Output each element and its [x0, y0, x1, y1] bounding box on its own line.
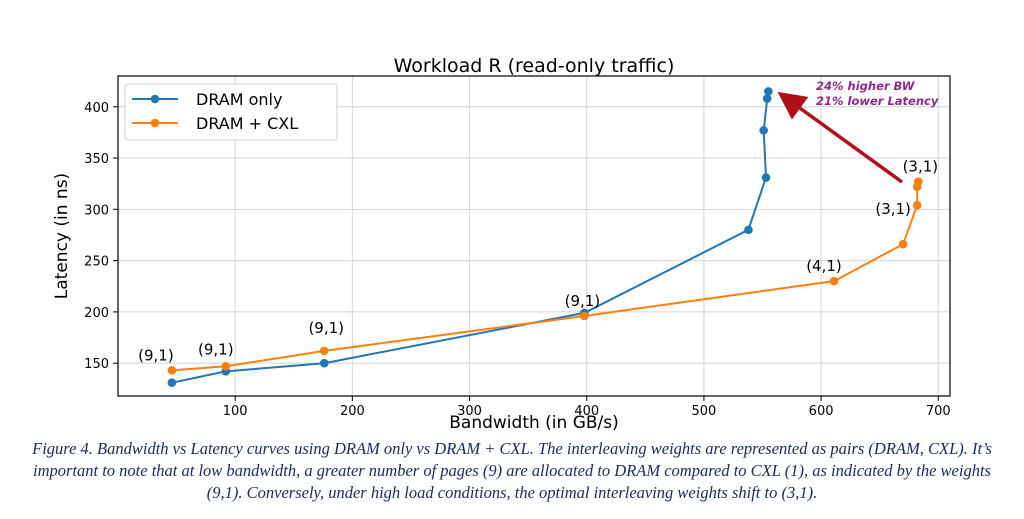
series-0-point [167, 378, 177, 387]
x-tick-label: 600 [809, 404, 834, 419]
plot-area [117, 75, 951, 397]
legend: DRAM only DRAM + CXL [124, 83, 338, 141]
series-line-1 [171, 181, 920, 372]
series-0-point [759, 126, 768, 135]
axis-ticks: 100 200 300 400 500 600 700 150 200 250 300 350 400 [84, 101, 951, 419]
series-1-point [914, 177, 923, 186]
series-0-point [744, 225, 753, 235]
y-tick-label: 200 [84, 306, 109, 321]
x-tick-label: 200 [340, 404, 365, 419]
series-1-point [221, 361, 231, 371]
x-axis-label: Bandwidth (in GB/s) [449, 413, 619, 433]
x-tick-label: 100 [223, 404, 248, 419]
weight-annotation: (9,1) [308, 319, 344, 337]
legend-marker-cxl [150, 118, 160, 128]
callout-text-line: 21% lower Latency [816, 94, 939, 108]
weight-annotation: (9,1) [198, 340, 234, 358]
series-0-point [761, 173, 771, 182]
series-1-point [167, 366, 177, 375]
series-0-point [319, 358, 329, 368]
series-0-point [762, 94, 772, 103]
series-1-point [319, 346, 329, 356]
series-0-point [764, 87, 773, 96]
x-tick-label: 700 [926, 404, 951, 419]
weight-annotation: (3,1) [875, 200, 911, 218]
series-1-point [829, 276, 839, 286]
y-tick-label: 300 [84, 203, 109, 218]
x-tick-label: 500 [692, 404, 717, 419]
legend-marker-dram [150, 94, 160, 104]
legend-label-cxl: DRAM + CXL [196, 114, 298, 133]
callout-text-line: 24% higher BW [816, 79, 916, 93]
y-tick-label: 250 [84, 255, 109, 270]
annotations: (9,1) (9,1) (9,1) (9,1) (4,1) (3,1) (3,1) [138, 158, 938, 365]
series-1-point [898, 239, 908, 249]
chart-title: Workload R (read-only traffic) [394, 55, 675, 77]
y-axis-label: Latency (in ns) [52, 173, 72, 299]
series-1-point [912, 200, 922, 210]
callout-arrow [777, 91, 904, 184]
y-tick-label: 400 [84, 101, 109, 116]
x-tick-label: 300 [457, 404, 482, 419]
figure-caption: Figure 4. Bandwidth vs Latency curves us… [32, 439, 992, 502]
weight-annotation: (3,1) [903, 158, 939, 176]
weight-annotation: (4,1) [806, 257, 842, 275]
bandwidth-latency-chart: 100 200 300 400 500 600 700150200250300350400 … [52, 55, 951, 433]
y-tick-label: 150 [84, 357, 109, 372]
data-series [167, 87, 923, 387]
series-1-point [580, 311, 589, 321]
legend-label-dram: DRAM only [196, 90, 282, 109]
x-tick-label: 400 [574, 404, 599, 419]
weight-annotation: (9,1) [138, 346, 174, 364]
grid [118, 76, 950, 396]
y-tick-label: 350 [84, 152, 109, 167]
weight-annotation: (9,1) [565, 292, 601, 310]
